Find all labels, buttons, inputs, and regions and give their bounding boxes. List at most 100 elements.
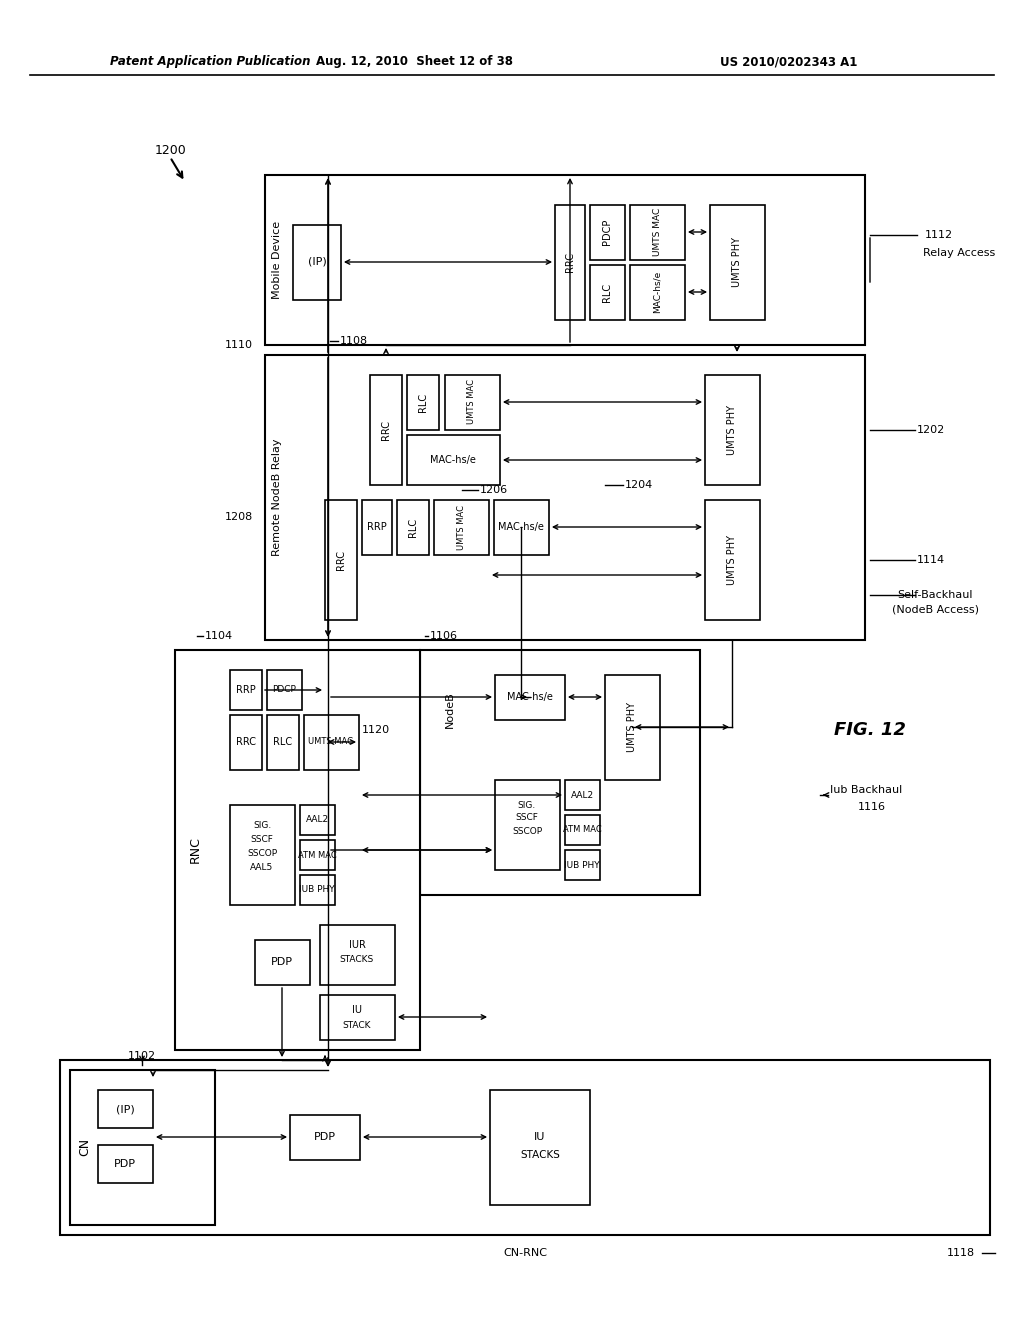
Text: AAL2: AAL2 bbox=[305, 816, 329, 825]
Text: US 2010/0202343 A1: US 2010/0202343 A1 bbox=[720, 55, 857, 69]
Bar bbox=[494, 500, 549, 554]
Text: PDP: PDP bbox=[114, 1159, 136, 1170]
Text: 1208: 1208 bbox=[224, 512, 253, 521]
Bar bbox=[230, 671, 262, 710]
Text: (IP): (IP) bbox=[116, 1104, 134, 1114]
Text: 1114: 1114 bbox=[918, 554, 945, 565]
Bar bbox=[555, 205, 585, 319]
Bar bbox=[710, 205, 765, 319]
Text: MAC-hs/e: MAC-hs/e bbox=[498, 521, 544, 532]
Bar bbox=[407, 436, 500, 484]
Text: NodeB: NodeB bbox=[445, 692, 455, 729]
Bar bbox=[490, 1090, 590, 1205]
Bar bbox=[705, 375, 760, 484]
Text: Aug. 12, 2010  Sheet 12 of 38: Aug. 12, 2010 Sheet 12 of 38 bbox=[316, 55, 513, 69]
Bar bbox=[565, 814, 600, 845]
Text: 1108: 1108 bbox=[340, 337, 368, 346]
Text: Relay Access: Relay Access bbox=[923, 248, 995, 257]
Text: 1120: 1120 bbox=[361, 725, 390, 735]
Bar bbox=[590, 265, 625, 319]
Text: UMTS PHY: UMTS PHY bbox=[727, 405, 737, 455]
Text: UMTS MAC: UMTS MAC bbox=[652, 207, 662, 256]
Bar bbox=[630, 205, 685, 260]
Text: MAC-hs/e: MAC-hs/e bbox=[430, 455, 476, 465]
Text: UMTS PHY: UMTS PHY bbox=[727, 535, 737, 585]
Text: UMTS MAC: UMTS MAC bbox=[308, 738, 353, 747]
Bar bbox=[434, 500, 489, 554]
Text: FIG. 12: FIG. 12 bbox=[835, 721, 906, 739]
Text: UMTS PHY: UMTS PHY bbox=[627, 702, 637, 752]
Text: PDCP: PDCP bbox=[602, 219, 612, 246]
Text: RLC: RLC bbox=[273, 737, 293, 747]
Text: CN-RNC: CN-RNC bbox=[503, 1247, 547, 1258]
Bar bbox=[605, 675, 660, 780]
Bar bbox=[255, 940, 310, 985]
Text: PDP: PDP bbox=[314, 1133, 336, 1142]
Bar bbox=[265, 176, 865, 345]
Text: 1202: 1202 bbox=[918, 425, 945, 436]
Text: ATM MAC: ATM MAC bbox=[562, 825, 601, 834]
Bar bbox=[495, 780, 560, 870]
Text: IU: IU bbox=[352, 1005, 362, 1015]
Text: RRC: RRC bbox=[381, 420, 391, 440]
Text: RLC: RLC bbox=[408, 517, 418, 536]
Bar bbox=[300, 805, 335, 836]
Bar bbox=[705, 500, 760, 620]
Text: 1118: 1118 bbox=[947, 1247, 975, 1258]
Text: RLC: RLC bbox=[602, 282, 612, 301]
Bar bbox=[175, 649, 420, 1049]
Text: Self-Backhaul: Self-Backhaul bbox=[897, 590, 973, 601]
Text: SIG.: SIG. bbox=[253, 821, 271, 829]
Text: 1204: 1204 bbox=[625, 480, 653, 490]
Text: UMTS MAC: UMTS MAC bbox=[468, 380, 476, 425]
Text: (NodeB Access): (NodeB Access) bbox=[892, 605, 979, 615]
Text: STACKS: STACKS bbox=[340, 956, 374, 965]
Text: SSCF: SSCF bbox=[251, 834, 273, 843]
Text: RRP: RRP bbox=[368, 521, 387, 532]
Bar bbox=[98, 1144, 153, 1183]
Text: AAL2: AAL2 bbox=[570, 791, 594, 800]
Text: STACKS: STACKS bbox=[520, 1150, 560, 1160]
Bar bbox=[293, 224, 341, 300]
Text: SSCOP: SSCOP bbox=[247, 849, 278, 858]
Bar bbox=[362, 500, 392, 554]
Text: 1106: 1106 bbox=[430, 631, 458, 642]
Text: RRC: RRC bbox=[236, 737, 256, 747]
Text: SIG.: SIG. bbox=[518, 800, 537, 809]
Bar bbox=[495, 675, 565, 719]
Text: Iub Backhaul: Iub Backhaul bbox=[830, 785, 902, 795]
Bar bbox=[300, 840, 335, 870]
Bar bbox=[370, 375, 402, 484]
Text: CN: CN bbox=[79, 1138, 91, 1156]
Text: Patent Application Publication: Patent Application Publication bbox=[110, 55, 310, 69]
Text: SSCOP: SSCOP bbox=[512, 826, 542, 836]
Bar bbox=[445, 375, 500, 430]
Bar bbox=[565, 850, 600, 880]
Bar bbox=[420, 649, 700, 895]
Bar bbox=[319, 925, 395, 985]
Text: STACK: STACK bbox=[343, 1020, 372, 1030]
Bar bbox=[230, 805, 295, 906]
Text: 1110: 1110 bbox=[225, 341, 253, 350]
Text: RRC: RRC bbox=[565, 252, 575, 272]
Text: MAC-hs/e: MAC-hs/e bbox=[507, 692, 553, 702]
Bar bbox=[70, 1071, 215, 1225]
Text: SSCF: SSCF bbox=[515, 813, 539, 822]
Bar bbox=[319, 995, 395, 1040]
Bar bbox=[304, 715, 359, 770]
Text: 1116: 1116 bbox=[858, 803, 886, 812]
Bar bbox=[630, 265, 685, 319]
Text: AAL5: AAL5 bbox=[251, 862, 273, 871]
Bar bbox=[325, 500, 357, 620]
Bar bbox=[60, 1060, 990, 1236]
Text: UMTS MAC: UMTS MAC bbox=[457, 504, 466, 549]
Text: IU: IU bbox=[535, 1133, 546, 1142]
Bar bbox=[290, 1115, 360, 1160]
Text: UMTS PHY: UMTS PHY bbox=[732, 238, 742, 286]
Text: 1200: 1200 bbox=[155, 144, 186, 157]
Text: 1102: 1102 bbox=[128, 1051, 156, 1061]
Text: (IP): (IP) bbox=[307, 257, 327, 267]
Text: IUB PHY: IUB PHY bbox=[299, 886, 335, 895]
Bar bbox=[98, 1090, 153, 1129]
Text: PDP: PDP bbox=[271, 957, 293, 968]
